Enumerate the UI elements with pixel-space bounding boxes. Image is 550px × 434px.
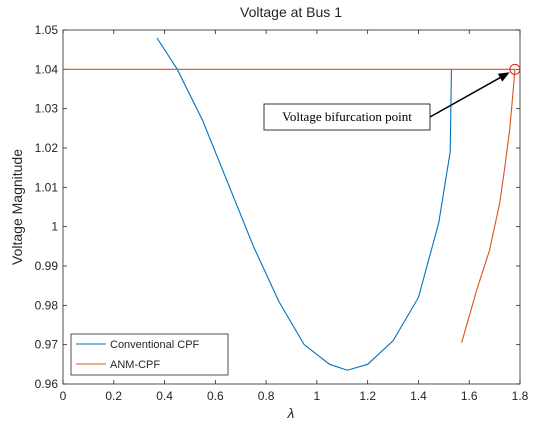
plot-area: [62, 29, 521, 385]
x-axis-title: λ: [287, 405, 295, 421]
annotation-layer: Voltage bifurcation point: [263, 63, 521, 131]
y-tick-label: 1.03: [35, 102, 59, 116]
x-tick-label: 0.6: [207, 389, 224, 403]
y-tick-label: 1.02: [35, 141, 59, 155]
series-line-conventional-cpf: [156, 37, 452, 371]
annotation-box: [263, 103, 431, 131]
x-tick-label: 0: [60, 389, 67, 403]
x-axis: 0 0.2 0.4 0.6 0.8 1 1.2 1.4 1.6 1.8: [60, 30, 529, 403]
bifurcation-point-marker: [509, 63, 521, 75]
y-tick-label: 0.99: [35, 259, 59, 273]
x-tick-label: 0.2: [105, 389, 122, 403]
x-tick-label: 0.8: [258, 389, 275, 403]
y-axis-title: Voltage Magnitude: [9, 149, 25, 265]
y-tick-label: 1.01: [35, 180, 59, 194]
legend: Conventional CPF ANM-CPF: [70, 333, 229, 376]
y-tick-label: 1: [51, 220, 58, 234]
annotation-arrow-head: [497, 72, 510, 82]
x-tick-label: 1.6: [461, 389, 478, 403]
y-tick-label: 1.05: [35, 23, 59, 37]
x-tick-label: 1.4: [410, 389, 427, 403]
x-tick-label: 1: [314, 389, 321, 403]
legend-label-conventional-cpf: Conventional CPF: [110, 339, 200, 351]
y-tick-label: 0.98: [35, 298, 59, 312]
y-tick-label: 1.04: [35, 62, 59, 76]
y-tick-label: 0.96: [35, 377, 59, 391]
chart-title: Voltage at Bus 1: [240, 4, 342, 20]
annotation-text: Voltage bifurcation point: [282, 109, 412, 124]
y-tick-label: 0.97: [35, 338, 59, 352]
x-tick-label: 1.2: [359, 389, 376, 403]
annotation-arrow-shaft: [429, 75, 504, 118]
x-tick-label: 1.8: [512, 389, 529, 403]
legend-label-anm-cpf: ANM-CPF: [110, 359, 160, 371]
legend-box: [70, 333, 229, 376]
x-tick-label: 0.4: [156, 389, 173, 403]
y-axis: 0.96 0.97 0.98 0.99 1 1.01 1.02 1.03 1.04 1.05: [35, 23, 520, 391]
